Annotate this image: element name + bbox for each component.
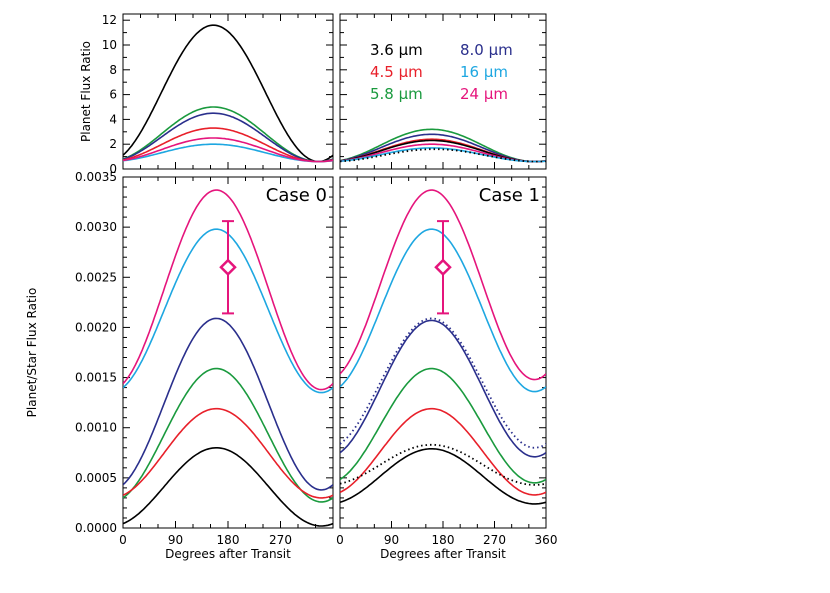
y-tick-label: 0.0005 — [75, 471, 117, 485]
y-tick-label: 6 — [109, 88, 117, 102]
y-tick-label: 0.0030 — [75, 220, 117, 234]
x-axis-label: Degrees after Transit — [380, 547, 506, 561]
series-line-16-um — [340, 147, 546, 163]
series-line-4-5-um — [340, 407, 546, 496]
series-line-5-8-um — [123, 367, 333, 503]
x-tick-label: 180 — [217, 533, 240, 547]
series-line-24-um — [340, 189, 546, 381]
x-tick-label: 90 — [168, 533, 183, 547]
y-tick-label: 8 — [109, 63, 117, 77]
x-tick-label: 360 — [535, 533, 558, 547]
x-tick-label: 0 — [336, 533, 344, 547]
series-line-8-0-um — [123, 317, 333, 491]
series-line-4-5-um — [123, 127, 333, 163]
x-tick-label: 0 — [119, 533, 127, 547]
legend-entry-8-0-um: 8.0 μm — [460, 41, 513, 59]
series-line-8-0-um — [340, 319, 546, 458]
errorbar-diamond-marker — [219, 258, 237, 277]
errorbar-diamond-marker — [434, 258, 452, 277]
series-line-3-6-um-dotted — [340, 443, 546, 486]
series-line-8-0-um — [123, 112, 333, 163]
y-tick-label: 0.0025 — [75, 270, 117, 284]
legend-entry-5-8-um: 5.8 μm — [370, 85, 423, 103]
y-tick-label: 0.0035 — [75, 170, 117, 184]
series-line-3-6-um — [123, 447, 333, 527]
series-line-24-um — [123, 137, 333, 163]
y-tick-label: 0 — [109, 162, 117, 176]
legend-entry-4-5-um: 4.5 μm — [370, 63, 423, 81]
y-tick-label: 4 — [109, 112, 117, 126]
y-axis-label: Planet Flux Ratio — [79, 41, 93, 142]
series-line-3-6-um — [340, 448, 546, 505]
case-label: Case 0 — [266, 185, 327, 206]
y-tick-label: 0.0020 — [75, 320, 117, 334]
series-line-3-6-um-dotted — [340, 148, 546, 163]
x-axis-label: Degrees after Transit — [165, 547, 291, 561]
series-line-3-6-um — [123, 24, 333, 163]
legend-entry-24-um: 24 μm — [460, 85, 508, 103]
x-tick-label: 90 — [384, 533, 399, 547]
x-tick-label: 180 — [432, 533, 455, 547]
series-line-4-5-um — [123, 407, 333, 499]
legend-entry-16-um: 16 μm — [460, 63, 508, 81]
y-tick-label: 0.0010 — [75, 421, 117, 435]
x-tick-label: 270 — [483, 533, 506, 547]
y-tick-label: 2 — [109, 137, 117, 151]
panel-bottom-right: 0 90 180 270 360 Degrees after Transit Case 1 — [336, 176, 558, 561]
panel-top-left: 0 2 4 6 8 10 12 Planet Flux Ratio — [79, 13, 334, 176]
y-tick-label: 0.0015 — [75, 371, 117, 385]
y-tick-label: 10 — [102, 38, 117, 52]
series-line-8-0-um-dotted — [340, 317, 546, 449]
panel-bottom-left: 0.0000 0.0005 0.0010 0.0015 0.0020 0.0025 0.00… — [25, 170, 334, 561]
series-line-24-um — [123, 189, 333, 391]
y-tick-label: 12 — [102, 13, 117, 27]
panel-top-right: 3.6 μm 8.0 μm 4.5 μm 16 μm 5.8 μm 24 μm — [339, 13, 547, 170]
y-axis-label: Planet/Star Flux Ratio — [25, 288, 39, 418]
case-label: Case 1 — [479, 185, 540, 206]
y-tick-label: 0.0000 — [75, 521, 117, 535]
series-line-5-8-um — [340, 367, 546, 484]
x-tick-label: 270 — [269, 533, 292, 547]
legend-entry-3-6-um: 3.6 μm — [370, 41, 423, 59]
